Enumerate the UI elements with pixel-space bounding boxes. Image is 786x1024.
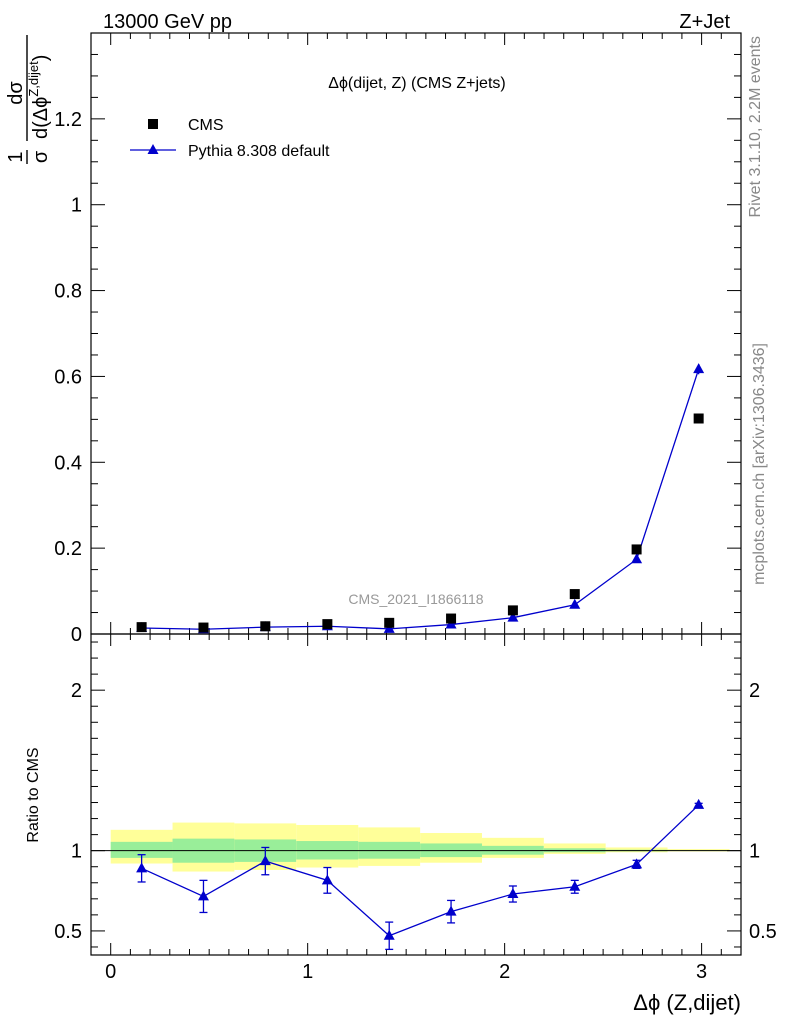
ratio-point: [445, 905, 457, 916]
pythia-series-line: [141, 368, 700, 630]
main-panel: 00.20.40.60.811.21 σdσd(ΔϕZ,dijet)Δϕ(dije…: [5, 32, 742, 646]
x-tick-label: 2: [499, 961, 510, 983]
pythia-point: [693, 363, 705, 374]
cms-point: [507, 605, 518, 616]
ratio-y-axis-label: Ratio to CMS: [25, 747, 42, 842]
cms-point: [384, 617, 395, 628]
mcplots-label: mcplots.cern.ch [arXiv:1306.3436]: [751, 343, 768, 585]
y-label-frac-num: 1: [5, 151, 27, 162]
legend-pythia-marker: [147, 144, 159, 154]
legend-pythia-label: Pythia 8.308 default: [188, 143, 330, 160]
cms-point: [693, 413, 704, 424]
main-plot-title: Δϕ(dijet, Z) (CMS Z+jets): [328, 75, 505, 92]
x-tick-label: 1: [302, 961, 313, 983]
y-tick-label: 1: [71, 195, 82, 217]
pythia-point: [445, 618, 457, 629]
main-y-axis-label: 1 σ dσd(ΔϕZ,dijet): [5, 35, 52, 164]
rivet-version-label: Rivet 3.1.10, 2.2M events: [747, 36, 764, 217]
y-tick-label: 0.6: [54, 366, 82, 388]
y-label-frac-den: σ: [30, 150, 52, 163]
ratio-point: [507, 888, 519, 899]
cms-point: [198, 622, 209, 633]
ratio-y-tick-label-right: 1: [749, 841, 760, 863]
legend-cms-marker: [148, 119, 158, 129]
ratio-point: [569, 880, 581, 891]
ratio-point: [321, 874, 333, 885]
ratio-y-tick-label-right: 0.5: [749, 921, 777, 943]
ratio-y-tick-label: 2: [71, 680, 82, 702]
cms-point: [136, 622, 147, 633]
analysis-watermark: CMS_2021_I1866118: [348, 591, 483, 607]
y-tick-label: 0.8: [54, 281, 82, 303]
ratio-plot-frame: [90, 633, 742, 956]
ratio-point: [259, 855, 271, 866]
legend-cms-label: CMS: [188, 117, 224, 134]
ratio-point: [383, 929, 395, 940]
y-label-d-den: d(ΔϕZ,dijet): [26, 55, 52, 139]
x-tick-label: 0: [105, 961, 116, 983]
y-tick-label: 0.4: [54, 452, 82, 474]
x-axis-label: Δϕ (Z,dijet): [633, 990, 741, 1015]
header-channel-label: Z+Jet: [679, 11, 730, 33]
uncertainty-band-inner: [110, 841, 173, 858]
pythia-point: [631, 553, 643, 564]
pythia-point: [383, 622, 395, 633]
ratio-point: [197, 890, 209, 901]
ratio-point: [136, 862, 148, 873]
cms-point: [446, 613, 457, 624]
y-tick-label: 1.2: [54, 109, 82, 131]
ratio-series-line: [141, 804, 700, 937]
pythia-point: [569, 598, 581, 609]
cms-point: [260, 621, 271, 632]
y-tick-label: 0: [71, 624, 82, 646]
ratio-y-tick-label-right: 2: [749, 680, 760, 702]
ratio-y-tick-label: 1: [71, 841, 82, 863]
cms-point: [322, 619, 333, 630]
header-process-label: 13000 GeV pp: [103, 11, 232, 33]
cms-point: [569, 589, 580, 600]
x-tick-label: 3: [696, 961, 707, 983]
y-label-d-num: dσ: [5, 81, 27, 105]
ratio-point: [631, 858, 643, 869]
y-tick-label: 0.2: [54, 538, 82, 560]
cms-point: [631, 544, 642, 555]
pythia-point: [507, 611, 519, 622]
ratio-point: [693, 798, 705, 809]
ratio-panel: 0.5 0.5 1 1 2 2 0 1 2 3 Ratio to CMS Δϕ (Z,dijet): [25, 633, 777, 1015]
ratio-y-tick-label: 0.5: [54, 921, 82, 943]
